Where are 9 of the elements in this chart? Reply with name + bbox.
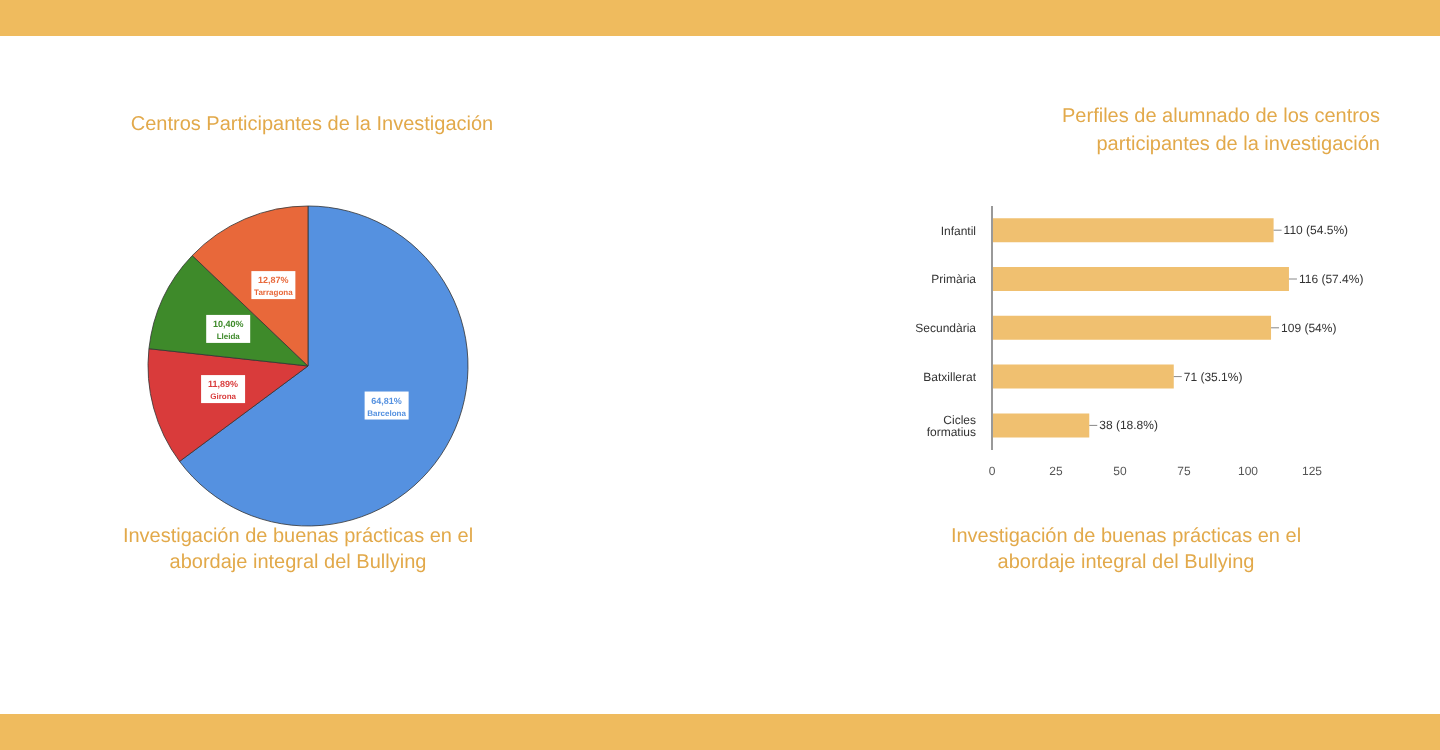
chart-title: Perfiles de alumnado de los centros participantes de la investigación <box>1060 104 1380 160</box>
text: Investigación de buenas prácticas en el abordaje integral del Bullying <box>948 524 1304 576</box>
bar <box>992 267 1289 291</box>
bar <box>992 413 1090 438</box>
bar <box>992 218 1274 243</box>
chart-title: Centros Participantes de la Investigación <box>128 112 496 140</box>
bar <box>992 364 1174 389</box>
bar <box>992 315 1272 340</box>
text: Investigación de buenas prácticas en el abordaje integral del Bullying <box>120 524 476 576</box>
